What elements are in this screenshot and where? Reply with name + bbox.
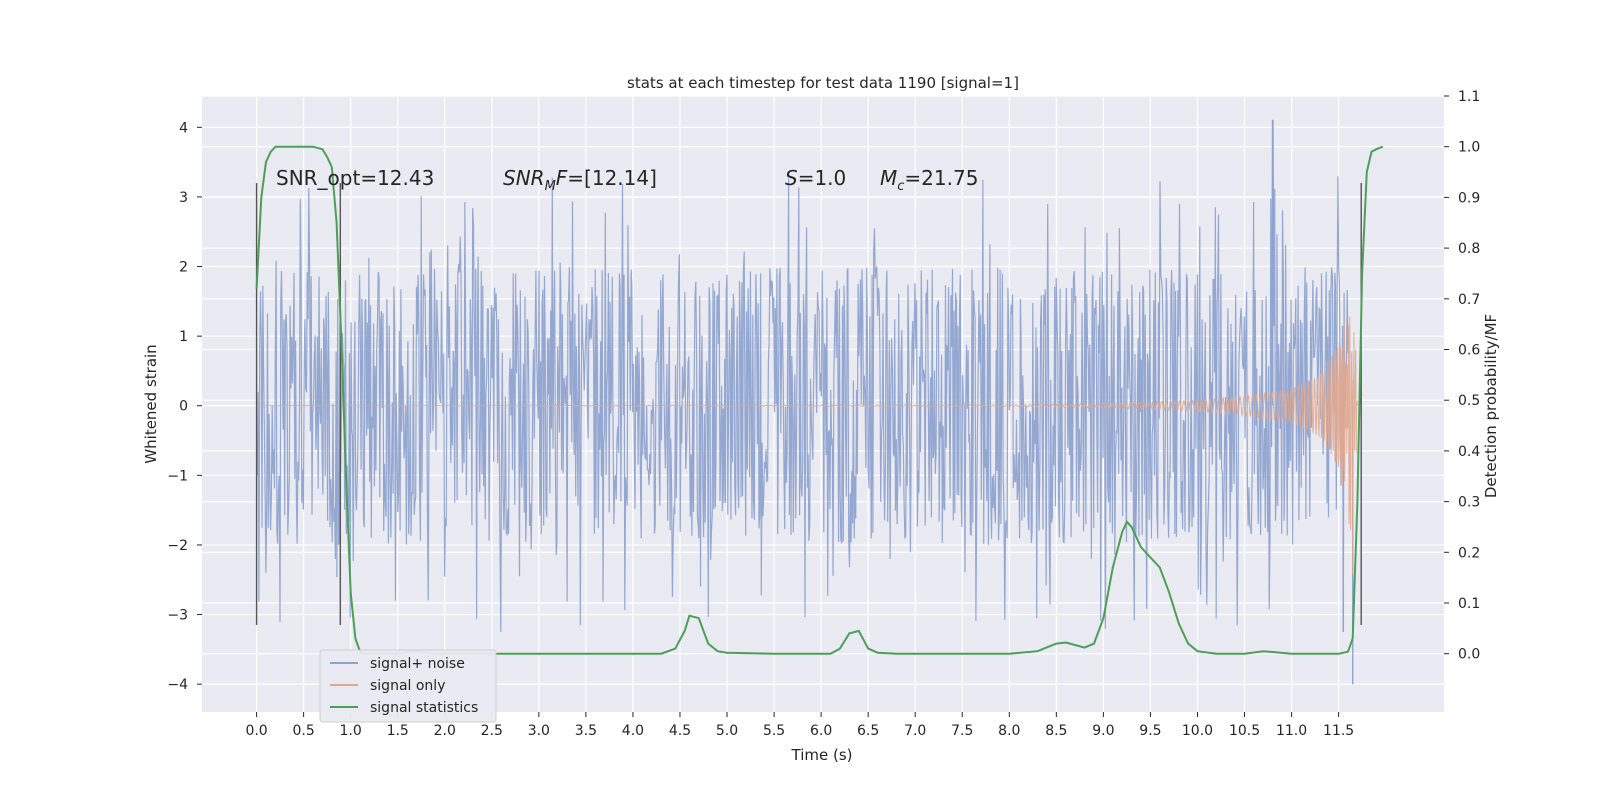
- x-tick-label: 2.5: [481, 723, 503, 739]
- annotation-snr-opt: SNR_opt=12.43: [276, 166, 434, 190]
- x-tick-label: 7.5: [951, 723, 973, 739]
- s-value: =1.0: [798, 166, 847, 190]
- x-tick-label: 8.5: [1045, 723, 1067, 739]
- y2-tick-label: 0.2: [1458, 545, 1480, 561]
- x-tick-label: 3.5: [575, 723, 597, 739]
- legend-label-signal-only: signal only: [370, 678, 445, 694]
- y-tick-label: −4: [167, 677, 188, 693]
- y2-tick-label: 0.9: [1458, 190, 1480, 206]
- y-tick-label: −1: [167, 468, 188, 484]
- x-tick-label: 6.5: [857, 723, 879, 739]
- y-tick-label: 1: [179, 329, 188, 345]
- ticks: 0.0 0.5 1.0 1.5 2.0 2.5 3.0 3.5 4.0 4.5 5.0 5.5 6.0 6…: [167, 89, 1480, 739]
- snr-mf-rest-italic: F: [556, 166, 568, 190]
- vertical-markers: [255, 183, 1362, 625]
- y2-tick-label: 0.0: [1458, 647, 1480, 663]
- y-tick-label: 0: [179, 399, 188, 415]
- x-tick-label: 0.0: [245, 723, 267, 739]
- y2-axis-label: Detection probability/MF: [1482, 314, 1500, 498]
- x-tick-label: 10.0: [1182, 723, 1213, 739]
- y-axis-label: Whitened strain: [142, 344, 160, 463]
- annotation-snr-mf: SNRMF=[12.14]: [503, 166, 657, 194]
- y-tick-label: 3: [179, 190, 188, 206]
- y2-tick-label: 0.3: [1458, 495, 1480, 511]
- mc-value: =21.75: [904, 166, 978, 190]
- chart-title: stats at each timestep for test data 119…: [627, 74, 1019, 92]
- x-tick-label: 10.5: [1229, 723, 1260, 739]
- legend: signal+ noise signal only signal statist…: [319, 649, 497, 723]
- mc-subscript: c: [897, 179, 904, 194]
- x-tick-label: 5.5: [763, 723, 785, 739]
- y-tick-label: 2: [179, 260, 188, 276]
- snr-mf-subscript: M: [545, 179, 556, 194]
- x-tick-label: 3.0: [528, 723, 550, 739]
- legend-box: [319, 649, 497, 723]
- snr-mf-symbol: SNR: [503, 166, 545, 190]
- y-tick-label: −2: [167, 538, 188, 554]
- annotations: SNR_opt=12.43 SNRMF=[12.14] S=1.0 Mc=21.…: [276, 166, 978, 194]
- x-tick-label: 11.0: [1276, 723, 1307, 739]
- x-tick-label: 4.5: [669, 723, 691, 739]
- x-tick-label: 2.0: [434, 723, 456, 739]
- signal-only-line: [256, 316, 1358, 575]
- statistics-line: [255, 145, 1384, 655]
- x-tick-label: 0.5: [292, 723, 314, 739]
- y2-tick-label: 1.1: [1458, 89, 1480, 105]
- legend-label-noise: signal+ noise: [370, 656, 465, 672]
- y2-tick-label: 0.1: [1458, 596, 1480, 612]
- snr-mf-value: =[12.14]: [567, 166, 657, 190]
- x-axis-label: Time (s): [791, 746, 853, 764]
- y2-tick-label: 0.8: [1458, 241, 1480, 257]
- x-tick-label: 1.0: [340, 723, 362, 739]
- x-tick-label: 9.5: [1139, 723, 1161, 739]
- y2-tick-label: 1.0: [1458, 140, 1480, 156]
- y2-tick-label: 0.7: [1458, 292, 1480, 308]
- x-tick-label: 11.5: [1323, 723, 1354, 739]
- x-tick-label: 6.0: [810, 723, 832, 739]
- y2-tick-label: 0.6: [1458, 342, 1480, 358]
- annotation-s: S=1.0: [785, 166, 846, 190]
- mc-symbol: M: [880, 166, 897, 190]
- legend-label-statistics: signal statistics: [370, 700, 478, 716]
- y2-tick-label: 0.4: [1458, 444, 1480, 460]
- annotation-mc: Mc=21.75: [880, 166, 978, 194]
- x-tick-label: 7.0: [904, 723, 926, 739]
- s-symbol: S: [785, 166, 798, 190]
- noise-line: [256, 119, 1349, 633]
- signal-statistics-series: [255, 145, 1384, 655]
- signal-only-series: [256, 316, 1358, 575]
- y2-tick-label: 0.5: [1458, 393, 1480, 409]
- x-tick-label: 4.0: [622, 723, 644, 739]
- y-tick-label: −3: [167, 608, 188, 624]
- x-tick-label: 5.0: [716, 723, 738, 739]
- x-tick-label: 9.0: [1092, 723, 1114, 739]
- x-tick-label: 1.5: [387, 723, 409, 739]
- x-tick-label: 8.0: [998, 723, 1020, 739]
- y-tick-label: 4: [179, 120, 188, 136]
